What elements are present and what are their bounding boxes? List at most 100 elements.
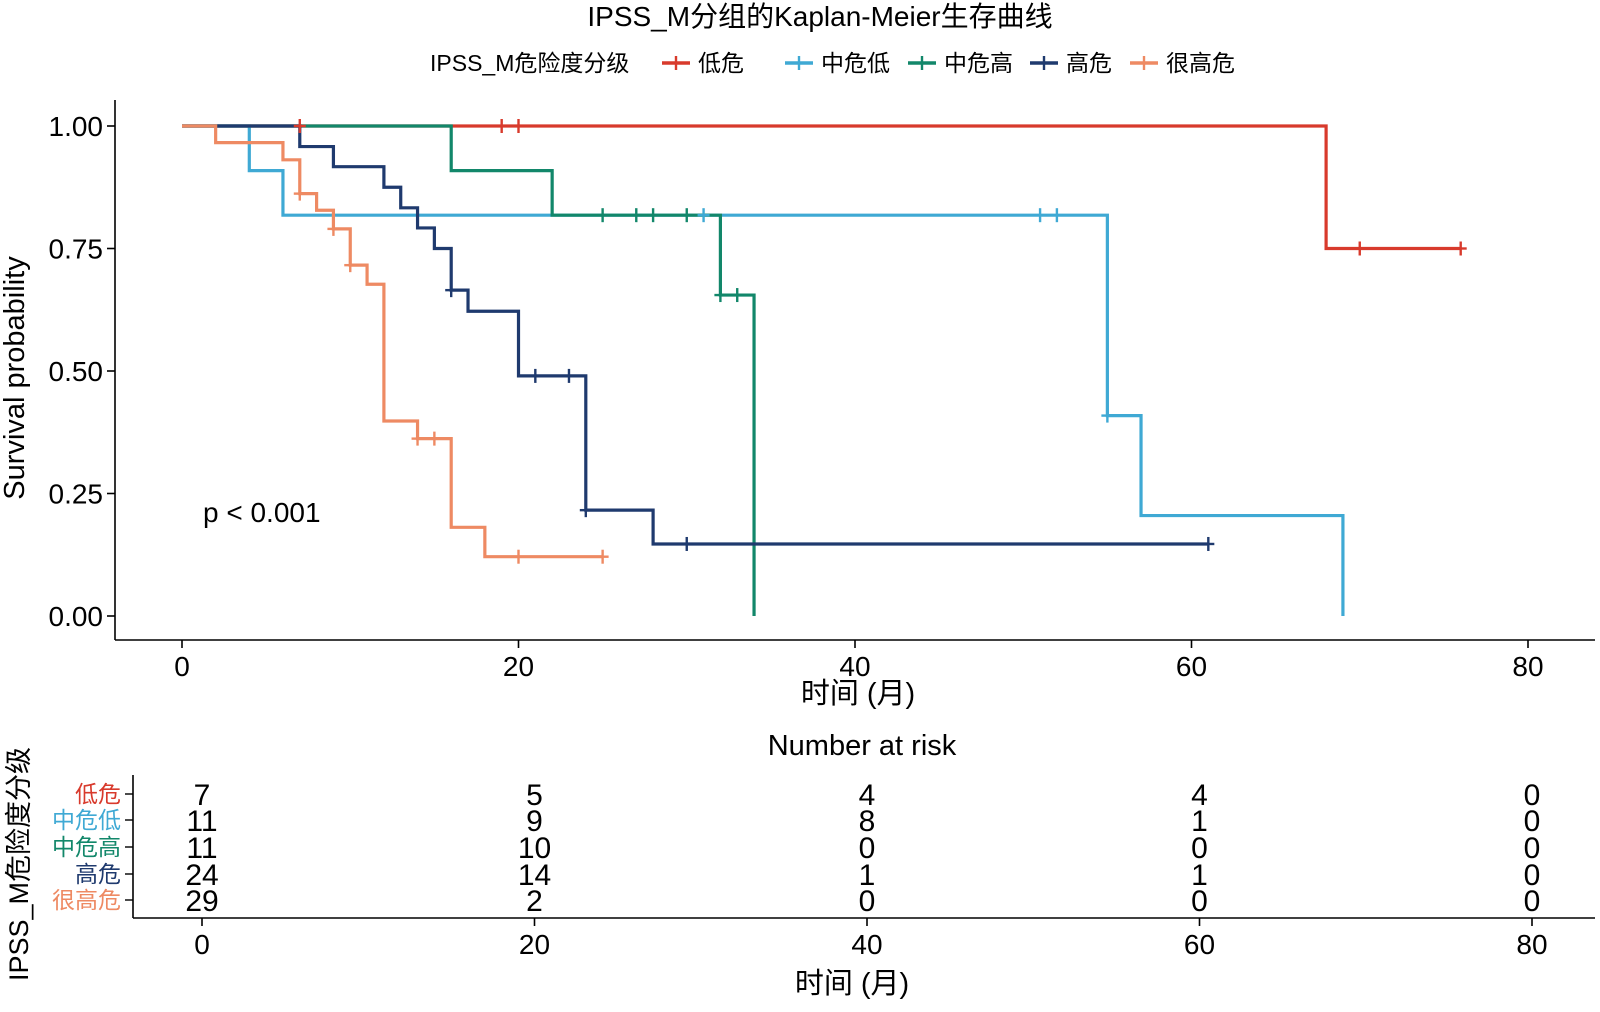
legend-label: 中危低 — [821, 50, 890, 76]
x-tick-label: 40 — [839, 651, 870, 682]
censor-mark — [680, 208, 693, 223]
censor-mark — [731, 288, 744, 303]
legend-item: 很高危 — [1130, 50, 1235, 76]
x-tick-label: 80 — [1512, 651, 1543, 682]
censor-mark — [562, 368, 575, 383]
risk-count: 0 — [859, 832, 876, 865]
risk-count: 8 — [859, 805, 876, 838]
risk-count: 7 — [194, 779, 211, 812]
censor-mark — [428, 431, 441, 446]
risk-count: 11 — [186, 832, 217, 865]
censor-mark — [529, 368, 542, 383]
censor-mark — [411, 431, 424, 446]
y-axis: 0.00 0.25 0.50 0.75 1.00 — [49, 100, 116, 640]
survival-curves — [182, 124, 1461, 616]
risk-count: 1 — [1191, 805, 1208, 838]
risk-count: 0 — [1524, 859, 1541, 892]
censor-mark — [596, 549, 609, 564]
censor-mark — [680, 536, 693, 551]
p-value-annotation: p < 0.001 — [203, 497, 321, 528]
legend-title: IPSS_M危险度分级 — [430, 50, 629, 76]
risk-count: 10 — [518, 832, 551, 865]
legend-label: 低危 — [698, 50, 744, 76]
y-tick-label: 1.00 — [49, 111, 104, 142]
risk-count: 9 — [526, 805, 543, 838]
risk-row: 很高危 29 2 0 0 0 — [52, 885, 1540, 918]
risk-count: 29 — [185, 885, 218, 918]
censor-mark — [1101, 408, 1114, 423]
y-tick-label: 0.00 — [49, 601, 104, 632]
censor-marks — [293, 119, 1467, 564]
risk-row: 低危 7 5 4 4 0 — [75, 779, 1540, 812]
censor-mark — [1353, 241, 1366, 256]
legend-item: 低危 — [662, 50, 744, 76]
censor-mark — [714, 288, 727, 303]
censor-mark — [1034, 208, 1047, 223]
risk-row-group-label: 中危低 — [52, 807, 121, 833]
risk-count: 0 — [1524, 832, 1541, 865]
risk-row-group-label: 中危高 — [52, 834, 121, 860]
legend-label: 很高危 — [1166, 50, 1235, 76]
censor-mark — [512, 119, 525, 133]
risk-table-ylabel: IPSS_M危险度分级 — [4, 747, 34, 981]
y-tick-label: 0.75 — [49, 234, 104, 265]
risk-count: 5 — [526, 779, 543, 812]
censor-mark — [293, 186, 306, 201]
risk-row: 高危 24 14 1 1 0 — [75, 859, 1540, 892]
censor-mark — [697, 208, 710, 223]
x-tick-label: 0 — [174, 651, 190, 682]
x-axis: 0 20 40 60 80 — [115, 639, 1595, 682]
x-tick-label: 20 — [503, 651, 534, 682]
survival-curve-series-5 — [182, 124, 603, 559]
censor-mark — [596, 208, 609, 223]
legend-label: 中危高 — [944, 50, 1013, 76]
risk-count: 24 — [185, 859, 218, 892]
censor-mark — [445, 283, 458, 298]
risk-x-tick-label: 60 — [1184, 929, 1215, 960]
censor-mark — [1202, 536, 1215, 551]
risk-x-tick-label: 80 — [1516, 929, 1547, 960]
risk-count: 0 — [859, 885, 876, 918]
x-tick-label: 60 — [1176, 651, 1207, 682]
risk-row-group-label: 很高危 — [52, 887, 121, 913]
survival-curve-series-2 — [182, 124, 1345, 616]
censor-mark — [344, 258, 357, 273]
y-tick-label: 0.50 — [49, 356, 104, 387]
legend: IPSS_M危险度分级 低危 中危低 中危高 高危 很高危 — [430, 50, 1235, 76]
risk-count: 1 — [1191, 859, 1208, 892]
censor-mark — [512, 549, 525, 564]
y-tick-label: 0.25 — [49, 479, 104, 510]
censor-mark — [495, 119, 508, 133]
survival-curve-series-1 — [182, 124, 1461, 251]
censor-mark — [647, 208, 660, 223]
risk-count: 0 — [1524, 885, 1541, 918]
chart-title: IPSS_M分组的Kaplan-Meier生存曲线 — [587, 1, 1052, 32]
legend-item: 中危高 — [908, 50, 1013, 76]
risk-x-axis: 0 20 40 60 80 — [132, 775, 1595, 960]
risk-row-group-label: 高危 — [75, 861, 121, 887]
risk-count: 2 — [526, 885, 543, 918]
x-axis-label: 时间 (月) — [801, 677, 915, 710]
risk-count: 0 — [1191, 885, 1208, 918]
legend-item: 中危低 — [785, 50, 890, 76]
risk-count: 4 — [1191, 779, 1208, 812]
censor-mark — [1050, 208, 1063, 223]
censor-mark — [630, 208, 643, 223]
risk-table-title: Number at risk — [768, 730, 957, 762]
censor-mark — [293, 119, 306, 133]
risk-row-group-label: 低危 — [75, 781, 121, 807]
risk-count: 0 — [1524, 779, 1541, 812]
censor-mark — [579, 503, 592, 518]
risk-count: 0 — [1191, 832, 1208, 865]
survival-curve-series-4 — [182, 124, 1209, 546]
risk-x-tick-label: 0 — [194, 929, 210, 960]
censor-mark — [1454, 241, 1467, 256]
legend-label: 高危 — [1066, 50, 1112, 76]
risk-count: 14 — [518, 859, 551, 892]
legend-item: 高危 — [1030, 50, 1112, 76]
risk-count: 1 — [859, 859, 876, 892]
survival-plot: 0.00 0.25 0.50 0.75 1.00 0 20 40 60 80 p < 0.001… — [0, 100, 1595, 710]
risk-row: 中危高 11 10 0 0 0 — [52, 832, 1540, 865]
